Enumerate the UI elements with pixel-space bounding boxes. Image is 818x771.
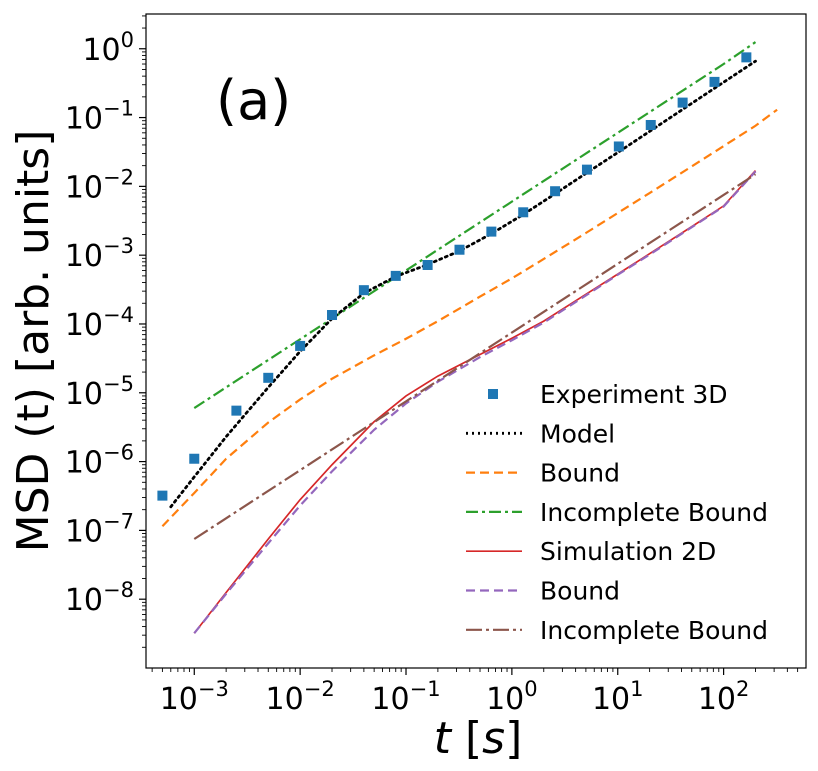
y-tick-label: 10−5 [65,372,134,412]
x-axis-var: t [434,713,453,764]
series-layer [157,41,778,634]
x-tick-label: 101 [592,677,644,717]
legend-label: Bound [540,577,620,606]
legend-label: Experiment 3D [540,380,728,409]
x-tick-label: 10−2 [266,677,335,717]
data-point [390,270,401,281]
data-point [157,490,168,501]
y-tick-label: 10−3 [65,234,134,274]
y-tick-label: 10−2 [65,165,134,205]
data-point [327,310,338,321]
legend-label: Incomplete Bound [540,498,768,527]
y-axis-title: MSD (t) [arb. units] [8,130,59,553]
data-point [422,259,433,270]
data-point [454,244,465,255]
legend-label: Simulation 2D [540,537,716,566]
series-experiment-3d [157,52,752,501]
data-point [550,186,561,197]
y-tick-label: 10−1 [65,97,134,137]
series-line-bound-2 [161,108,778,527]
data-point [263,372,274,383]
y-tick-label: 10−7 [65,509,134,549]
plot-frame [145,13,807,669]
data-point [358,285,369,296]
y-tick-label: 10−4 [65,303,134,343]
panel-label: (a) [216,69,291,132]
data-point [581,164,592,175]
y-tick-label: 10−6 [65,441,134,481]
data-point [709,76,720,87]
axis-ticks: 10−3 10−2 10−1 100 101 102 10−8 10−7 10−6 10−5 10−… [65,15,799,717]
x-tick-label: 100 [486,677,538,717]
data-point [231,405,242,416]
data-point [741,52,752,63]
legend-label: Model [540,419,615,448]
legend-label: Incomplete Bound [540,616,768,645]
data-point [677,97,688,108]
x-axis-title: t [s] [434,713,523,764]
series-line-incomplete-bound-3 [193,41,757,409]
y-tick-label: 10−8 [65,578,134,618]
x-tick-label: 10−3 [160,677,229,717]
y-tick-label: 100 [82,28,134,68]
data-point [295,340,306,351]
series-line-bound-5 [193,170,757,634]
legend-marker [488,389,498,399]
data-point [486,226,497,237]
data-point [613,141,624,152]
legend-label: Bound [540,459,620,488]
data-point [518,207,529,218]
x-axis-unit: s [482,713,505,764]
series-line-model-1 [169,59,757,509]
data-point [189,453,200,464]
series-line-incomplete-bound-6 [193,173,757,540]
x-tick-label: 102 [698,677,750,717]
legend: Experiment 3D Model Bound Incomplete Bound S… [466,380,768,645]
data-point [645,119,656,130]
x-tick-label: 10−1 [371,677,440,717]
